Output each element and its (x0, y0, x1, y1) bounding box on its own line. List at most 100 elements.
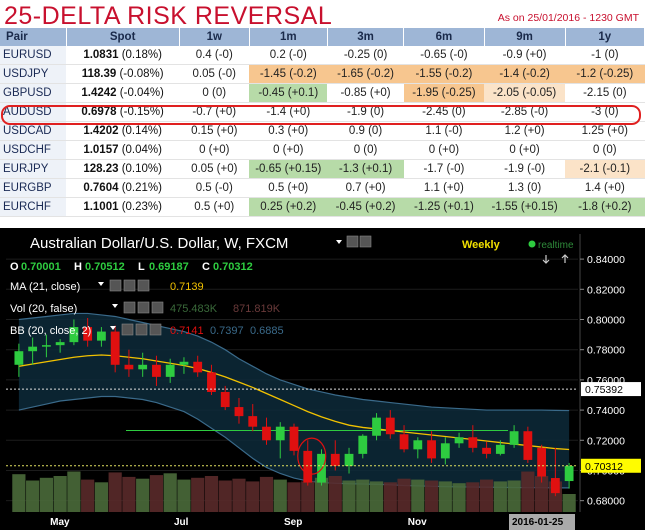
candle-body (344, 453, 354, 466)
rr-value-cell: -1.65 (-0.2) (327, 64, 404, 84)
spot-value: 1.0831 (83, 49, 119, 61)
candle-body (564, 465, 574, 482)
candle-body (179, 361, 189, 365)
candle-body (358, 435, 368, 454)
rr-value-cell: 0 (+0) (484, 140, 566, 160)
table-row: USDCAD 1.4202 (0.14%) 0.15 (+0) 0.3 (+0) 0.9… (0, 121, 645, 141)
spot-cell: 0.7604 (0.21%) (66, 178, 180, 198)
volume-bar (177, 479, 191, 512)
candle-body (69, 327, 79, 343)
volume-bar (12, 474, 26, 512)
volume-bar (328, 476, 342, 512)
table-row: EURUSD 1.0831 (0.18%) 0.4 (-0) 0.2 (-0) -0.2… (0, 46, 645, 65)
volume-bar (149, 475, 164, 512)
risk-reversal-table: Pair Spot 1w 1m 3m 6m 9m 1y EURUSD 1.0831… (0, 28, 645, 217)
spot-change: (0.04%) (121, 144, 162, 156)
ohlc-c-label: C (202, 261, 210, 273)
volume-bar (438, 481, 452, 512)
y-tick-label: 0.74000 (587, 405, 625, 417)
table-row: USDJPY 118.39 (-0.08%) 0.05 (-0) -1.45 (-0.… (0, 64, 645, 84)
table-row: USDCHF 1.0157 (0.04%) 0 (+0) 0 (+0) 0 (0) 0 (… (0, 140, 645, 160)
candle-body (482, 447, 491, 454)
spot-value: 118.39 (81, 68, 117, 80)
candle-body (248, 416, 258, 427)
candle-body (207, 372, 216, 392)
spot-value: 1.1001 (83, 201, 119, 213)
rr-value-cell: -1.9 (0) (327, 102, 404, 122)
volume-bar (287, 482, 301, 512)
volume-bar (562, 494, 576, 512)
rr-value-cell: 0.05 (-0) (179, 64, 250, 84)
col-spot: Spot (66, 28, 180, 46)
rr-value-cell: 0.4 (-0) (179, 46, 250, 65)
price-tag-box (581, 458, 641, 473)
rr-value-cell: -1.4 (+0) (249, 102, 328, 122)
settings-icon (135, 323, 148, 336)
spot-change: (-0.15%) (119, 106, 164, 118)
x-current-label: 2016-01-25 (512, 517, 564, 528)
candle-body (97, 331, 106, 341)
col-pair: Pair (0, 28, 67, 46)
volume-bar (26, 480, 40, 512)
volume-bar (479, 479, 494, 512)
volume-bar (301, 481, 315, 512)
spot-cell: 1.4202 (0.14%) (66, 121, 180, 141)
rr-value-cell: 0 (0) (179, 83, 250, 103)
bb-chevron-down-icon (110, 326, 116, 330)
pair-cell: AUDUSD (0, 102, 66, 122)
rr-value-cell: -2.45 (0) (403, 102, 485, 122)
table-row: EURGBP 0.7604 (0.21%) 0.5 (-0) 0.5 (+0) 0.7 … (0, 178, 645, 198)
spot-cell: 0.6978 (-0.15%) (66, 102, 180, 122)
rr-value-cell: -1.7 (-0) (403, 159, 485, 179)
price-chart[interactable]: 0.84000 0.82000 0.80000 0.78000 0.76000 0.740… (0, 228, 645, 530)
rr-value-cell: 0 (+0) (249, 140, 328, 160)
ohlc-o: 0.70001 (21, 261, 61, 273)
spot-cell: 1.4242 (-0.04%) (66, 83, 180, 103)
candle-body (110, 331, 120, 365)
rr-value-cell: 0.15 (+0) (179, 121, 250, 141)
pair-cell: EURJPY (0, 159, 66, 179)
candle-body (537, 447, 547, 477)
bb-indicator-value-3: 0.6885 (250, 325, 284, 337)
rr-value-cell: 0.5 (+0) (249, 178, 328, 198)
y-tick-label: 0.84000 (587, 254, 625, 266)
x-tick-label: Jul (174, 517, 189, 528)
rr-value-cell: 1.25 (+0) (565, 121, 645, 141)
col-1w: 1w (179, 28, 250, 46)
vol-chevron-down-icon (112, 304, 118, 308)
volume-bar (521, 471, 535, 512)
candle-body (399, 434, 409, 450)
rr-value-cell: -2.05 (-0.05) (484, 83, 566, 103)
spot-cell: 118.39 (-0.08%) (66, 64, 180, 84)
volume-bar (81, 479, 95, 512)
y-tick-label: 0.68000 (587, 496, 625, 508)
settings-icon (123, 279, 136, 292)
chart-svg: 0.840000.820000.800000.780000.760000.740… (6, 234, 641, 530)
col-1m: 1m (249, 28, 328, 46)
rr-value-cell: 0.5 (-0) (179, 178, 250, 198)
table-row: GBPUSD 1.4242 (-0.04%) 0 (0) -0.45 (+0.1) -0… (0, 83, 645, 103)
chart-title: Australian Dollar/U.S. Dollar, W, FXCM (30, 235, 288, 252)
volume-bar (163, 473, 177, 512)
volume-bar (122, 476, 136, 512)
rr-value-cell: 0.3 (+0) (249, 121, 328, 141)
ohlc-c: 0.70312 (213, 261, 253, 273)
settings-icon (346, 235, 359, 248)
volume-bar (232, 478, 246, 512)
rr-value-cell: 0.9 (0) (327, 121, 404, 141)
spot-value: 1.4202 (83, 125, 119, 137)
settings-icon (109, 279, 122, 292)
pair-cell: USDCAD (0, 121, 66, 141)
rr-value-cell: 0 (0) (565, 140, 645, 160)
rr-value-cell: -0.85 (+0) (327, 83, 404, 103)
rr-value-cell: -1.25 (+0.1) (403, 197, 485, 217)
settings-icon (137, 301, 150, 314)
spot-value: 0.7604 (83, 182, 119, 194)
rr-value-cell: -1.95 (-0.25) (403, 83, 485, 103)
rr-value-cell: -1.3 (+0.1) (327, 159, 404, 179)
rr-value-cell: -0.45 (+0.2) (327, 197, 404, 217)
bollinger-upper-line (18, 312, 570, 412)
candle-body (385, 417, 395, 435)
rr-value-cell: 0 (+0) (179, 140, 250, 160)
rr-value-cell: -1.55 (+0.15) (484, 197, 566, 217)
